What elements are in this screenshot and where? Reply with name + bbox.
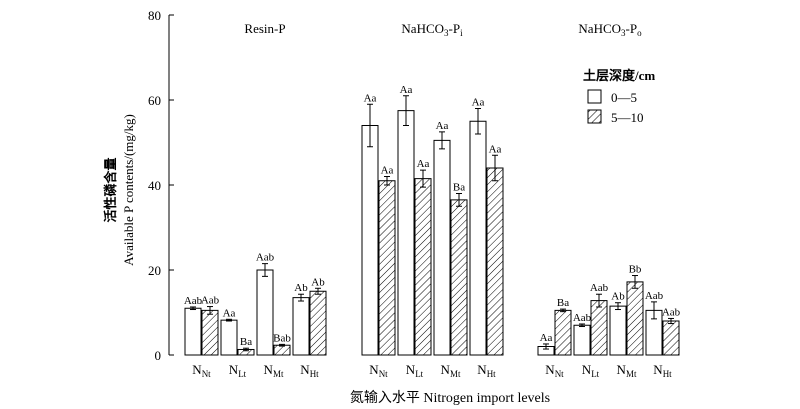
- bar: [573, 324, 591, 356]
- x-tick-label: NMt: [617, 362, 637, 379]
- y-tick-label: 0: [155, 348, 162, 363]
- panel-title: Resin-P: [244, 21, 285, 36]
- legend-label-5-10: 5—10: [611, 110, 644, 125]
- x-tick-label: NNt: [369, 362, 388, 379]
- bar-significance-label: Aa: [223, 307, 236, 319]
- legend-swatch-0-5: [587, 89, 602, 104]
- x-tick-label: NHt: [477, 362, 496, 379]
- bar-significance-label: Aa: [400, 84, 413, 96]
- bar: [469, 120, 487, 356]
- bar-significance-label: Ba: [453, 182, 465, 194]
- bar-significance-label: Ab: [611, 291, 625, 303]
- y-tick-label: 40: [148, 178, 161, 193]
- legend-title: 土层深度/cm: [583, 68, 655, 83]
- bar: [486, 167, 504, 356]
- bar-significance-label: Aab: [184, 295, 203, 307]
- bar: [292, 297, 310, 356]
- y-tick-label: 20: [148, 263, 161, 278]
- bar: [662, 320, 680, 356]
- bar-significance-label: Aa: [489, 143, 502, 155]
- bar-significance-label: Ba: [557, 297, 569, 309]
- legend-label-0-5: 0—5: [611, 90, 637, 105]
- bar: [361, 125, 379, 356]
- bar: [256, 269, 274, 356]
- x-tick-label: NLt: [406, 362, 424, 379]
- y-tick-label: 80: [148, 8, 161, 23]
- y-axis-title: Available P contents/(mg/kg): [121, 114, 136, 266]
- bar-significance-label: Aab: [256, 252, 275, 264]
- x-axis-title: 氮输入水平 Nitrogen import levels: [350, 390, 550, 406]
- x-tick-label: NNt: [192, 362, 211, 379]
- bar: [609, 305, 627, 356]
- bar: [414, 178, 432, 356]
- panel-2: NaHCO3-Pi Aa Aa NNt Aa Aa NLt Aa Ba NMt Aa Aa NHt: [361, 21, 504, 379]
- bar-significance-label: Aab: [201, 295, 220, 307]
- bar-significance-label: Aa: [472, 97, 485, 109]
- legend-swatch-5-10: [587, 109, 602, 124]
- bar: [378, 180, 396, 356]
- bar-significance-label: Bb: [629, 264, 642, 276]
- bar: [184, 307, 202, 356]
- y-tick-label: 60: [148, 93, 161, 108]
- bar: [397, 110, 415, 356]
- bar: [273, 344, 291, 356]
- bar: [309, 290, 327, 356]
- bar-significance-label: Aab: [590, 282, 609, 294]
- bar: [450, 199, 468, 356]
- x-tick-label: NNt: [545, 362, 564, 379]
- x-tick-label: NMt: [441, 362, 461, 379]
- x-tick-label: NHt: [653, 362, 672, 379]
- x-tick-label: NLt: [229, 362, 247, 379]
- bar: [201, 309, 219, 356]
- bar: [590, 300, 608, 356]
- x-tick-label: NLt: [582, 362, 600, 379]
- bar-significance-label: Aa: [417, 158, 430, 170]
- bar-significance-label: Ba: [240, 336, 252, 348]
- panel-3: NaHCO3-Po Aa Ba NNt Aab Aab NLt Ab Bb NMt Aab Aab NH…: [537, 21, 681, 379]
- bar-significance-label: Ab: [311, 276, 325, 288]
- bar-significance-label: Aa: [364, 92, 377, 104]
- panel-title: NaHCO3-Po: [578, 21, 642, 38]
- legend: 土层深度/cm 0—5 5—10: [583, 68, 655, 125]
- bar: [433, 139, 451, 356]
- bar-significance-label: Aab: [573, 312, 592, 324]
- bar: [554, 309, 572, 356]
- bar: [626, 281, 644, 356]
- x-tick-label: NHt: [300, 362, 319, 379]
- y-ticks: 0 20 40 60 80: [148, 8, 174, 363]
- bar-significance-label: Aa: [381, 165, 394, 177]
- bar: [220, 319, 238, 356]
- x-tick-label: NMt: [264, 362, 284, 379]
- bar-significance-label: Aa: [540, 332, 553, 344]
- bar-significance-label: Aab: [645, 290, 664, 302]
- bar-significance-label: Ab: [294, 282, 308, 294]
- y-axis-title-zh: 活性磷含量: [103, 157, 118, 222]
- bar-significance-label: Aa: [436, 120, 449, 132]
- panel-title: NaHCO3-Pi: [401, 21, 463, 38]
- bar-significance-label: Bab: [273, 332, 291, 344]
- bar-significance-label: Aab: [662, 306, 681, 318]
